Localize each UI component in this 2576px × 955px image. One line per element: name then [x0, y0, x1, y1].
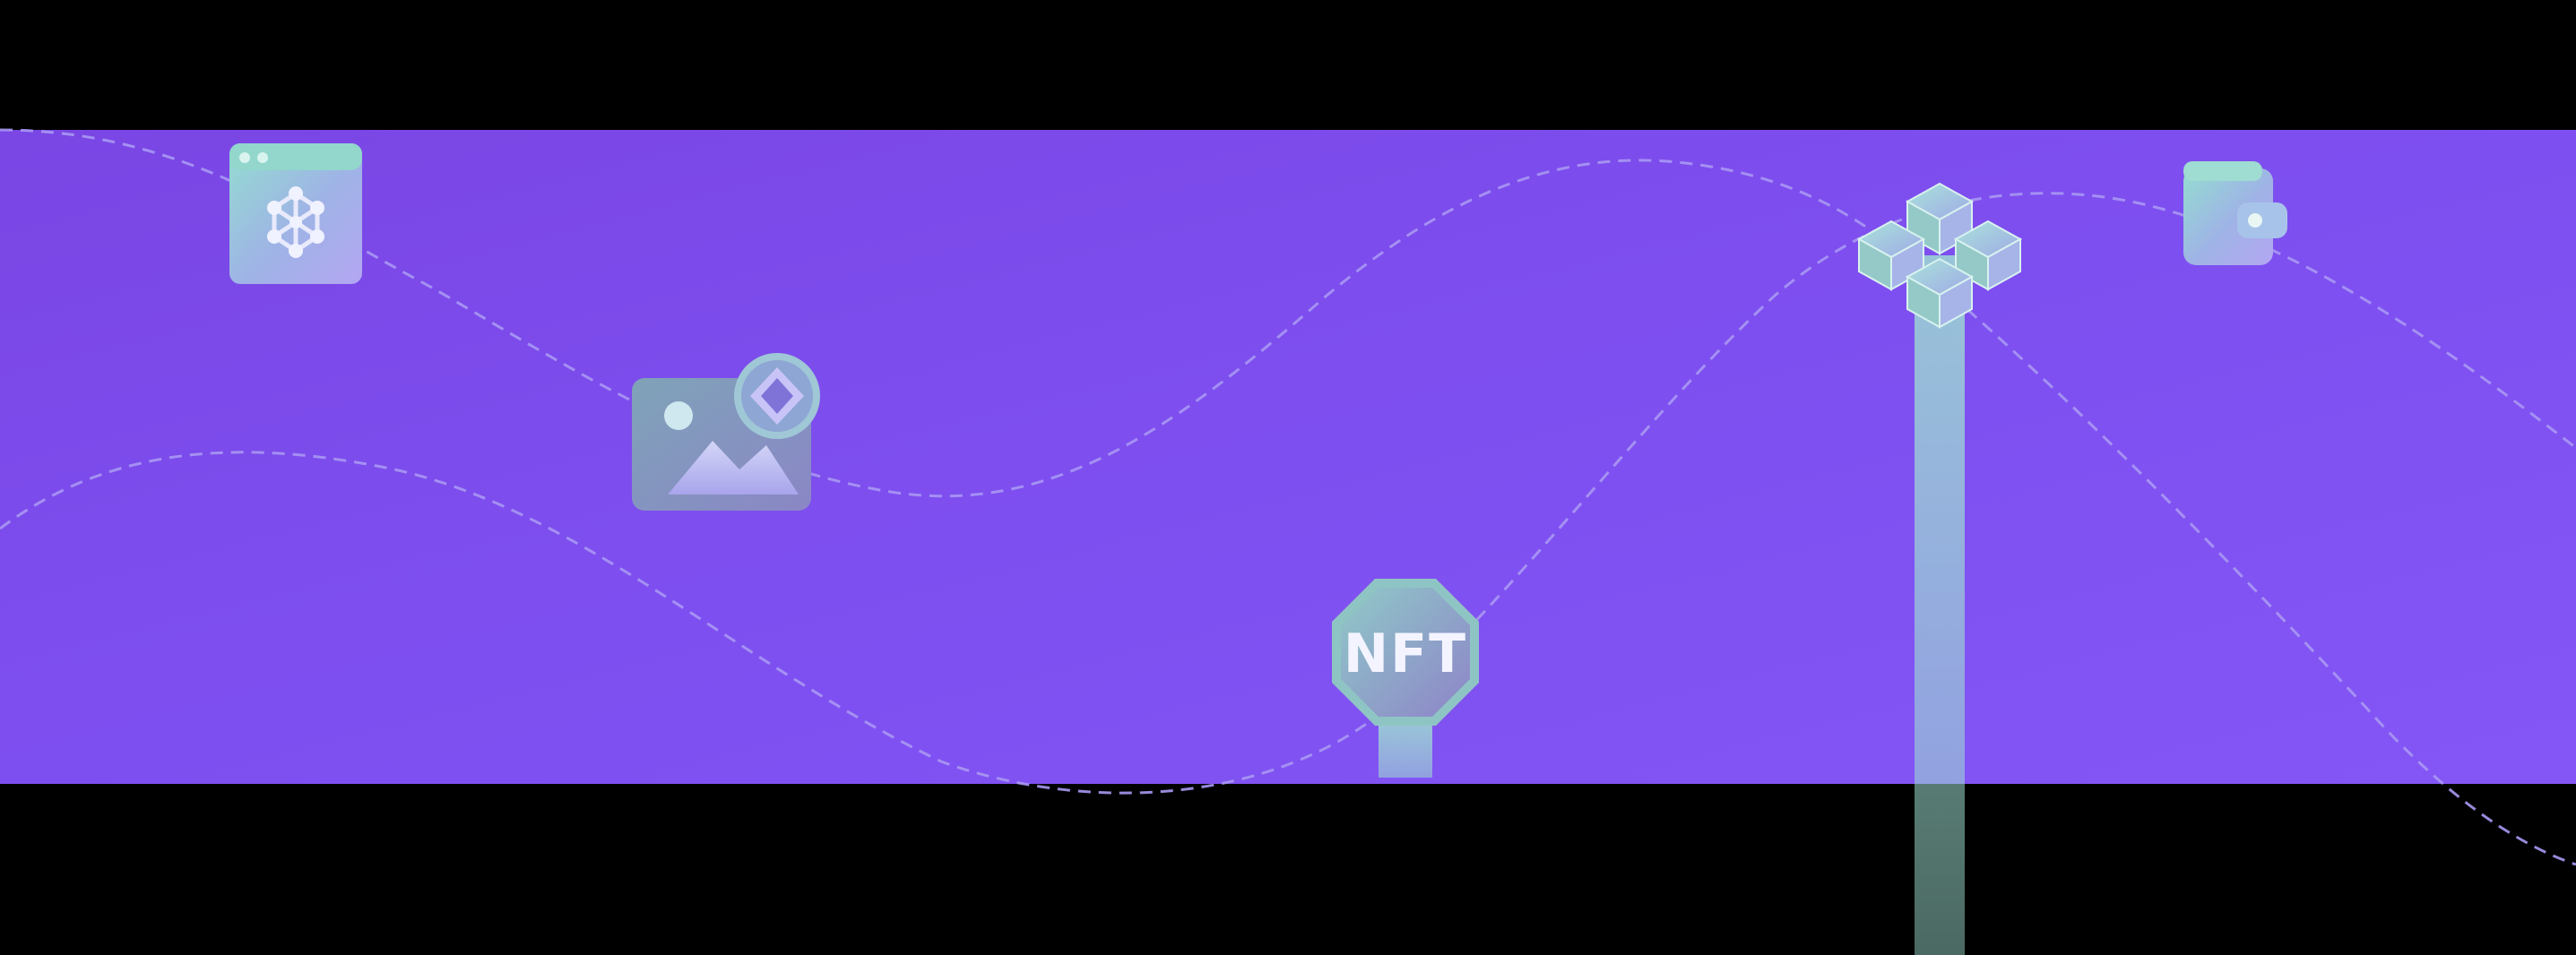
wave-line-upper: [0, 128, 2576, 866]
purple-band: [0, 130, 2576, 784]
network-window-icon: [229, 143, 362, 284]
wallet-icon: [2183, 161, 2287, 265]
blockchain-cubes-icon: [1856, 182, 2023, 955]
image-gallery-icon: [632, 353, 820, 511]
nft-badge-icon: NFT: [1332, 579, 1479, 778]
nft-label: NFT: [1344, 623, 1467, 685]
